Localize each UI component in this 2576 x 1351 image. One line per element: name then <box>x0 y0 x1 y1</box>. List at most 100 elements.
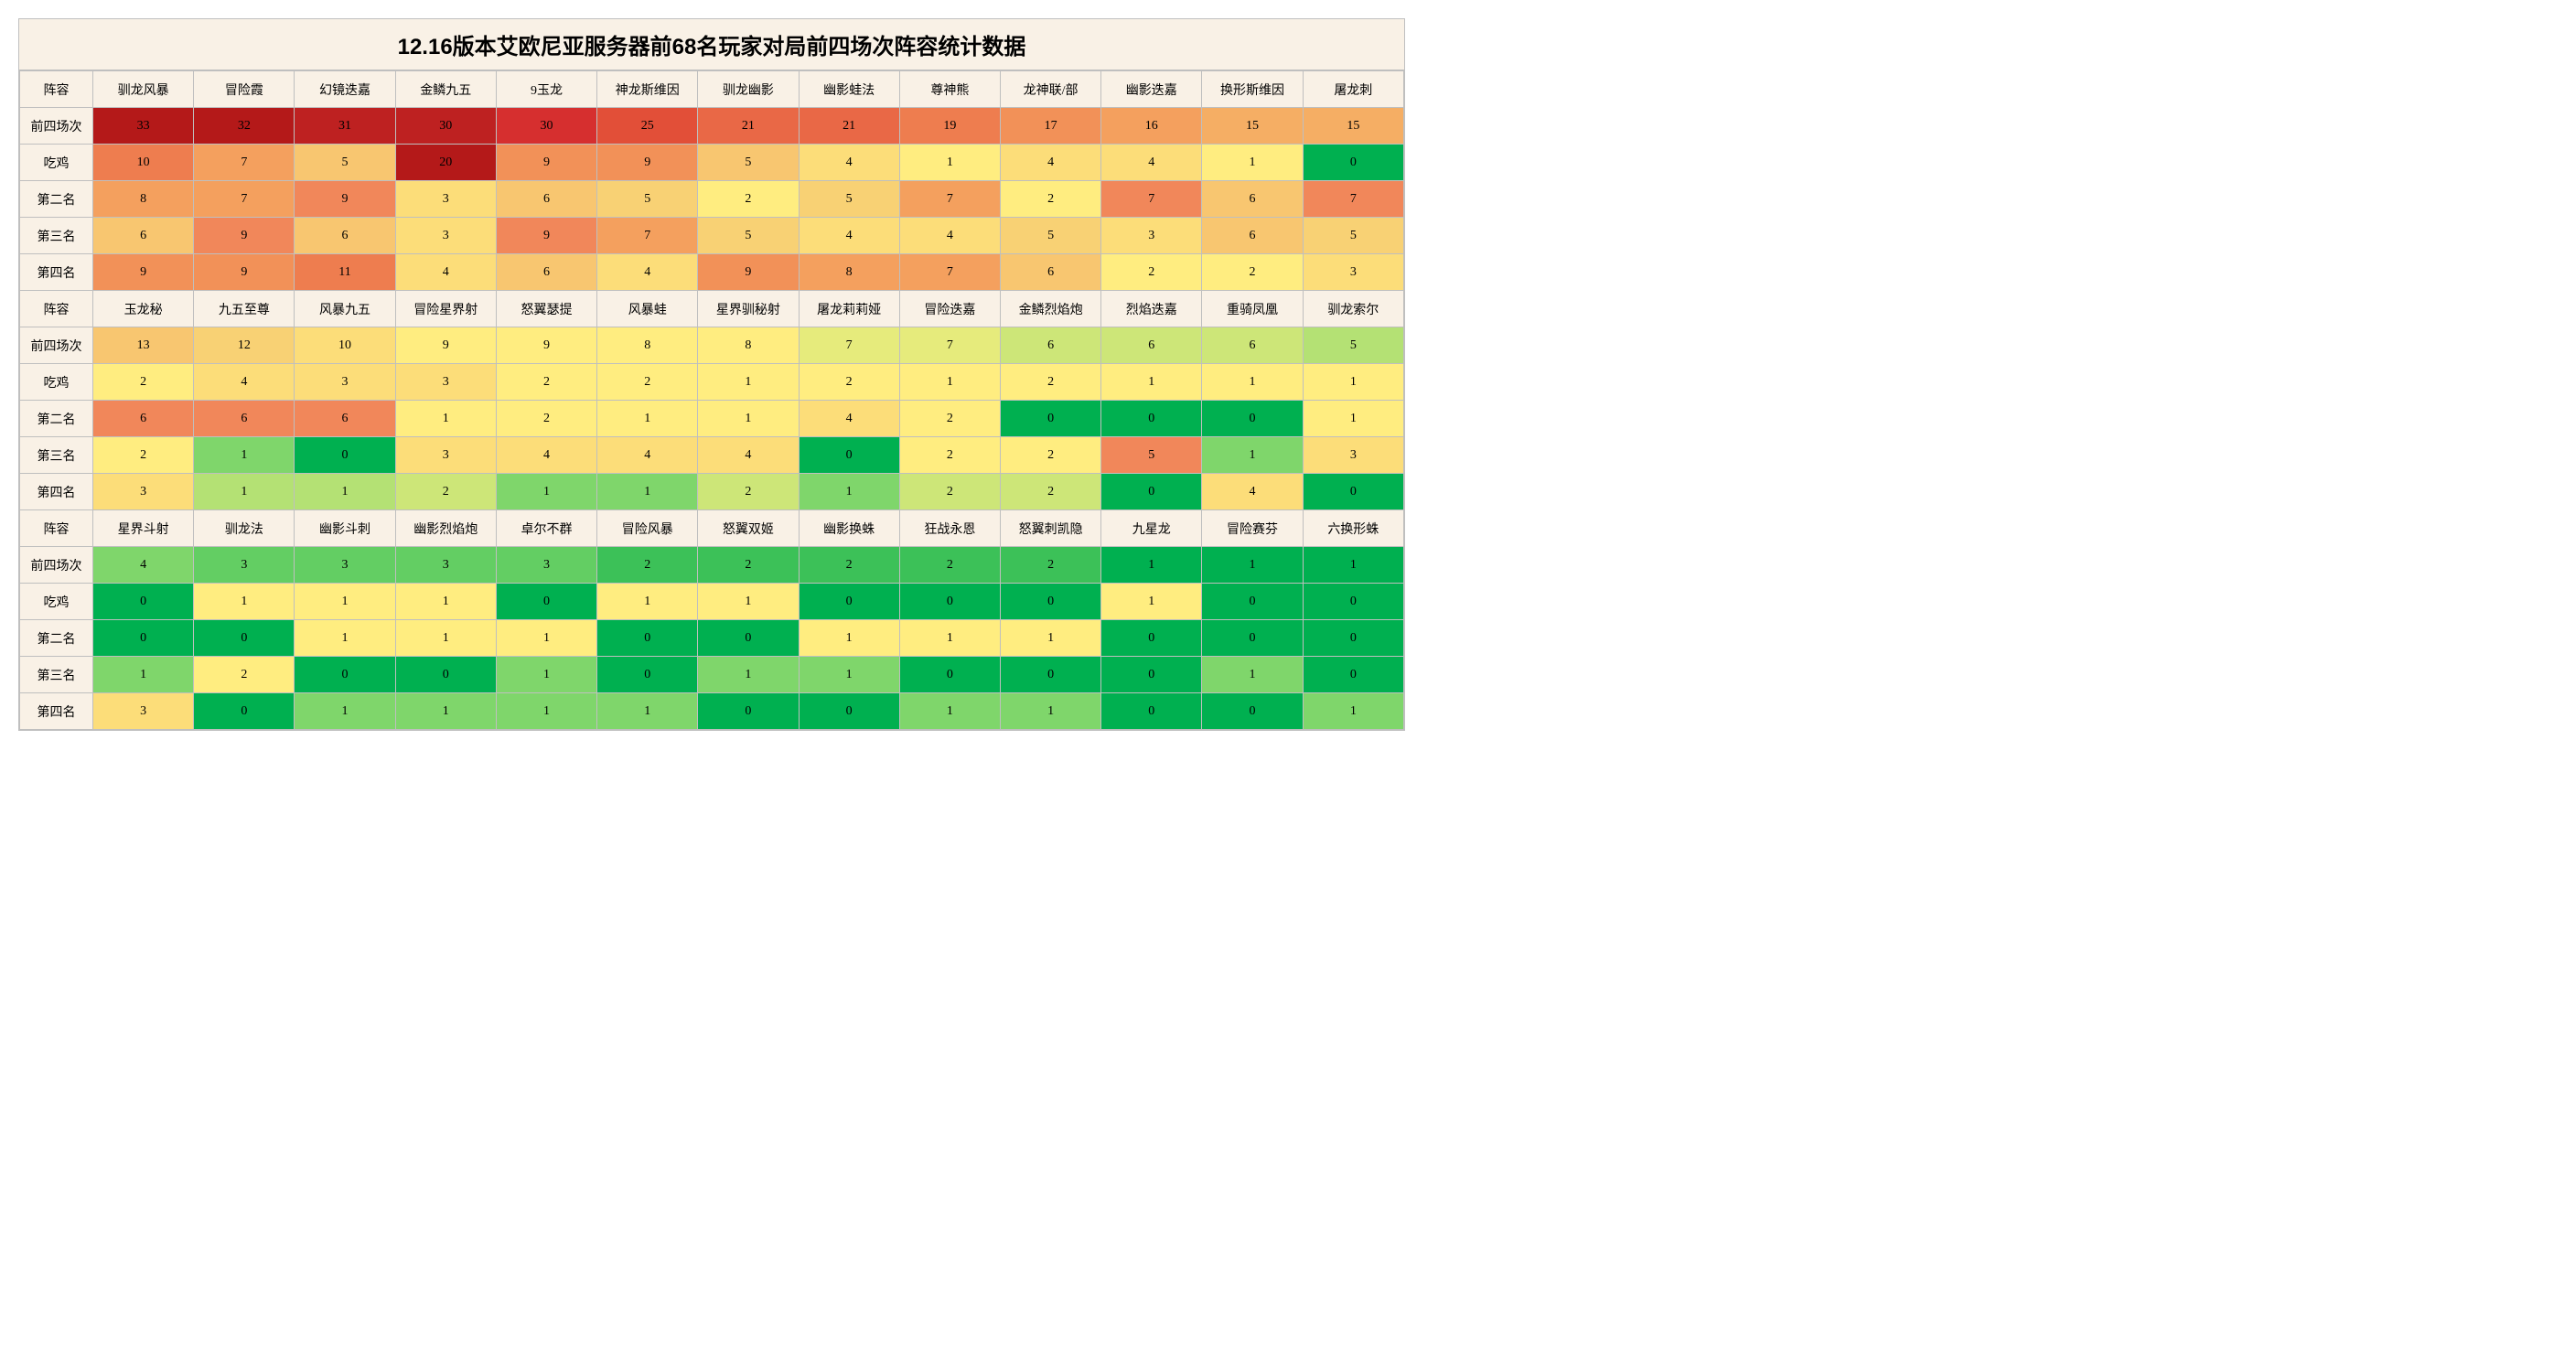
data-cell: 0 <box>1202 620 1303 657</box>
data-cell: 6 <box>295 401 395 437</box>
data-cell: 4 <box>698 437 799 474</box>
row-label: 第三名 <box>20 218 93 254</box>
data-cell: 1 <box>698 584 799 620</box>
data-cell: 3 <box>1303 437 1403 474</box>
column-header: 冒险霞 <box>194 71 295 108</box>
data-cell: 6 <box>496 181 596 218</box>
data-cell: 3 <box>1101 218 1202 254</box>
data-cell: 25 <box>597 108 698 145</box>
data-cell: 0 <box>899 657 1000 693</box>
column-header: 9玉龙 <box>496 71 596 108</box>
data-cell: 1 <box>799 474 899 510</box>
data-cell: 1 <box>295 584 395 620</box>
row-label: 第四名 <box>20 254 93 291</box>
data-cell: 19 <box>899 108 1000 145</box>
data-cell: 1 <box>1101 584 1202 620</box>
column-header: 金鳞烈焰炮 <box>1000 291 1100 327</box>
data-cell: 2 <box>496 401 596 437</box>
data-cell: 4 <box>899 218 1000 254</box>
data-cell: 12 <box>194 327 295 364</box>
data-cell: 7 <box>799 327 899 364</box>
data-cell: 2 <box>1000 437 1100 474</box>
column-header: 冒险星界射 <box>395 291 496 327</box>
data-cell: 9 <box>698 254 799 291</box>
row-label: 吃鸡 <box>20 584 93 620</box>
data-cell: 2 <box>93 364 194 401</box>
data-cell: 9 <box>194 218 295 254</box>
data-cell: 7 <box>899 327 1000 364</box>
data-cell: 1 <box>496 693 596 730</box>
data-cell: 0 <box>295 657 395 693</box>
data-cell: 8 <box>799 254 899 291</box>
data-cell: 9 <box>395 327 496 364</box>
data-cell: 7 <box>1101 181 1202 218</box>
data-cell: 2 <box>597 364 698 401</box>
data-cell: 1 <box>1202 657 1303 693</box>
column-header: 屠龙刺 <box>1303 71 1403 108</box>
data-cell: 0 <box>1202 584 1303 620</box>
data-cell: 1 <box>496 620 596 657</box>
data-cell: 5 <box>1303 327 1403 364</box>
data-cell: 5 <box>597 181 698 218</box>
row-label: 第三名 <box>20 437 93 474</box>
row-label: 吃鸡 <box>20 145 93 181</box>
data-cell: 6 <box>1202 327 1303 364</box>
data-cell: 0 <box>799 693 899 730</box>
row-label: 阵容 <box>20 291 93 327</box>
data-cell: 6 <box>1101 327 1202 364</box>
data-cell: 5 <box>1101 437 1202 474</box>
column-header: 星界斗射 <box>93 510 194 547</box>
column-header: 神龙斯维因 <box>597 71 698 108</box>
data-cell: 2 <box>698 547 799 584</box>
data-cell: 7 <box>194 145 295 181</box>
data-cell: 5 <box>1303 218 1403 254</box>
data-cell: 0 <box>395 657 496 693</box>
data-cell: 2 <box>1000 547 1100 584</box>
data-cell: 2 <box>496 364 596 401</box>
data-cell: 3 <box>93 474 194 510</box>
data-cell: 1 <box>93 657 194 693</box>
data-cell: 3 <box>194 547 295 584</box>
data-cell: 1 <box>395 401 496 437</box>
data-cell: 1 <box>899 620 1000 657</box>
data-cell: 1 <box>799 657 899 693</box>
data-cell: 7 <box>899 181 1000 218</box>
column-header: 幽影斗刺 <box>295 510 395 547</box>
data-cell: 1 <box>899 693 1000 730</box>
data-cell: 2 <box>1000 364 1100 401</box>
row-label: 第二名 <box>20 620 93 657</box>
data-cell: 1 <box>1303 693 1403 730</box>
data-cell: 4 <box>395 254 496 291</box>
data-cell: 0 <box>799 437 899 474</box>
data-cell: 6 <box>1000 327 1100 364</box>
data-cell: 9 <box>93 254 194 291</box>
data-cell: 6 <box>194 401 295 437</box>
column-header: 尊神熊 <box>899 71 1000 108</box>
data-cell: 16 <box>1101 108 1202 145</box>
data-cell: 3 <box>93 693 194 730</box>
data-cell: 1 <box>295 693 395 730</box>
column-header: 狂战永恩 <box>899 510 1000 547</box>
column-header: 换形斯维因 <box>1202 71 1303 108</box>
data-cell: 9 <box>496 327 596 364</box>
page-title: 12.16版本艾欧尼亚服务器前68名玩家对局前四场次阵容统计数据 <box>19 19 1404 70</box>
data-cell: 1 <box>1202 547 1303 584</box>
data-cell: 4 <box>799 218 899 254</box>
data-cell: 21 <box>799 108 899 145</box>
data-cell: 6 <box>295 218 395 254</box>
data-cell: 10 <box>295 327 395 364</box>
data-cell: 7 <box>597 218 698 254</box>
data-cell: 2 <box>799 547 899 584</box>
data-cell: 0 <box>295 437 395 474</box>
column-header: 九星龙 <box>1101 510 1202 547</box>
data-cell: 2 <box>1000 181 1100 218</box>
data-cell: 3 <box>395 364 496 401</box>
data-cell: 2 <box>93 437 194 474</box>
data-cell: 3 <box>395 218 496 254</box>
data-cell: 3 <box>395 181 496 218</box>
data-cell: 2 <box>899 474 1000 510</box>
column-header: 龙神联/部 <box>1000 71 1100 108</box>
data-cell: 4 <box>1202 474 1303 510</box>
data-cell: 0 <box>1101 657 1202 693</box>
data-cell: 0 <box>1000 657 1100 693</box>
